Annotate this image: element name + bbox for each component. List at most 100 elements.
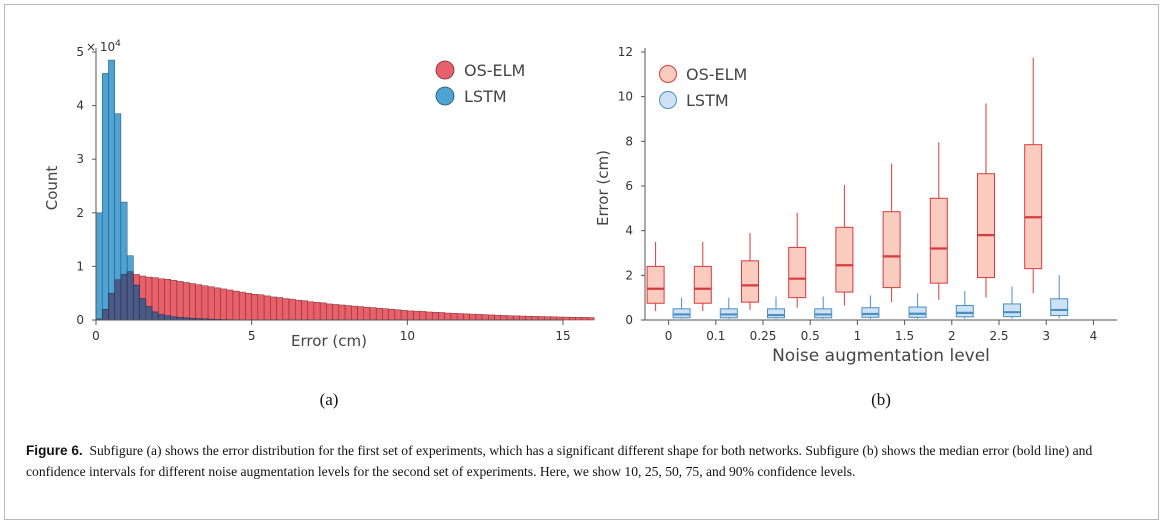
os-elm-bar — [382, 308, 389, 321]
legend-marker — [659, 65, 677, 83]
y-axis-title: Error (cm) — [594, 150, 612, 226]
os-elm-bar — [537, 316, 545, 321]
lstm-box — [719, 308, 738, 319]
os-elm-bar — [238, 291, 246, 321]
x-tick-label: 1.5 — [895, 329, 914, 343]
os-elm-bar — [475, 314, 483, 321]
y-tick-label: 12 — [618, 45, 633, 59]
x-tick-label: 0.1 — [706, 329, 725, 343]
y-axis-title: Count — [43, 166, 61, 211]
y-tick-label: 2 — [76, 206, 84, 220]
lstm-box — [814, 308, 833, 319]
overlap-bar — [164, 315, 171, 321]
x-tick-label: 3 — [1042, 329, 1050, 343]
os-elm-bar — [407, 310, 414, 321]
overlap-bar — [133, 284, 140, 321]
legend-label: LSTM — [686, 91, 729, 110]
x-tick-label: 0.25 — [750, 329, 777, 343]
os-elm-box — [1024, 144, 1043, 270]
os-elm-bar — [288, 298, 296, 321]
os-elm-bar — [251, 294, 259, 321]
os-elm-box — [835, 226, 854, 293]
os-elm-bar — [276, 297, 284, 321]
subfigure-label-a: (a) — [320, 390, 339, 409]
x-tick-label: 10 — [400, 329, 415, 343]
lstm-box — [861, 307, 880, 318]
os-elm-bar — [581, 317, 589, 321]
os-elm-bar — [394, 309, 402, 321]
overlap-bar — [114, 279, 122, 321]
y-tick-label: 3 — [76, 152, 84, 166]
os-elm-bar — [369, 307, 377, 321]
os-elm-bar — [164, 279, 171, 321]
caption-label: Figure 6. — [26, 443, 83, 458]
x-tick-label: 0 — [92, 329, 100, 343]
os-elm-box — [788, 246, 807, 299]
overlap-bar — [139, 298, 147, 321]
x-axis-title: Noise augmentation level — [772, 346, 990, 366]
os-elm-bar — [500, 315, 508, 321]
overlap-bar — [101, 309, 109, 321]
lstm-box — [1003, 303, 1021, 318]
x-tick-label: 2.5 — [989, 329, 1008, 343]
os-elm-box — [977, 173, 995, 279]
os-elm-bar — [232, 290, 240, 321]
x-tick-label: 0.5 — [801, 329, 820, 343]
os-elm-bar — [531, 316, 539, 321]
x-tick-label: 15 — [555, 329, 570, 343]
legend-label: LSTM — [464, 87, 507, 106]
os-elm-bar — [438, 312, 445, 321]
os-elm-bar — [456, 313, 464, 321]
os-elm-bar — [332, 304, 340, 321]
os-elm-bar — [319, 302, 327, 321]
os-elm-box — [646, 265, 665, 304]
y-tick-label: 0 — [76, 313, 84, 327]
figure-caption: Figure 6. Subfigure (a) shows the error … — [26, 440, 1141, 482]
x-tick-label: 1 — [854, 329, 862, 343]
os-elm-bar — [494, 314, 501, 321]
os-elm-bar — [214, 287, 221, 321]
os-elm-box — [741, 260, 759, 303]
legend-label: OS-ELM — [464, 61, 525, 80]
os-elm-bar — [587, 317, 595, 321]
os-elm-box — [929, 197, 948, 284]
y-tick-label: 10 — [618, 90, 633, 104]
os-elm-bar — [444, 312, 452, 321]
x-tick-label: 2 — [948, 329, 956, 343]
legend-marker — [435, 86, 455, 106]
os-elm-bar — [450, 313, 458, 321]
os-elm-bar — [201, 285, 209, 321]
overlap-bar — [145, 306, 153, 321]
os-elm-bar — [338, 304, 346, 321]
lstm-box — [908, 306, 927, 318]
os-elm-bar — [469, 313, 477, 321]
os-elm-bar — [282, 298, 290, 321]
os-elm-bar — [519, 315, 526, 321]
os-elm-bar — [195, 284, 203, 321]
os-elm-bar — [263, 295, 271, 321]
os-elm-box — [882, 211, 901, 289]
lstm-box — [672, 308, 691, 319]
os-elm-bar — [568, 316, 576, 321]
os-elm-bar — [400, 310, 408, 321]
y-tick-label: 4 — [625, 224, 633, 238]
legend-label: OS-ELM — [686, 65, 747, 84]
os-elm-bar — [463, 313, 470, 321]
subfigure-label-b: (b) — [871, 390, 891, 409]
y-tick-label: 1 — [76, 259, 84, 273]
lstm-box — [955, 304, 974, 318]
overlap-bar — [151, 311, 159, 321]
legend-marker — [435, 60, 455, 80]
os-elm-bar — [158, 278, 165, 321]
os-elm-bar — [425, 311, 433, 321]
y-tick-label: 4 — [76, 99, 84, 113]
os-elm-bar — [431, 311, 439, 321]
legend-marker — [659, 91, 677, 109]
os-elm-bar — [176, 281, 184, 321]
os-elm-box — [693, 265, 712, 304]
os-elm-bar — [506, 315, 514, 321]
os-elm-bar — [562, 316, 570, 321]
overlap-bar — [126, 271, 134, 321]
panel-a-histogram: 0 1 2 3 4 5 0 5 10 15 × 104 Count Error (cm) OS-ELM LS… — [43, 39, 595, 409]
